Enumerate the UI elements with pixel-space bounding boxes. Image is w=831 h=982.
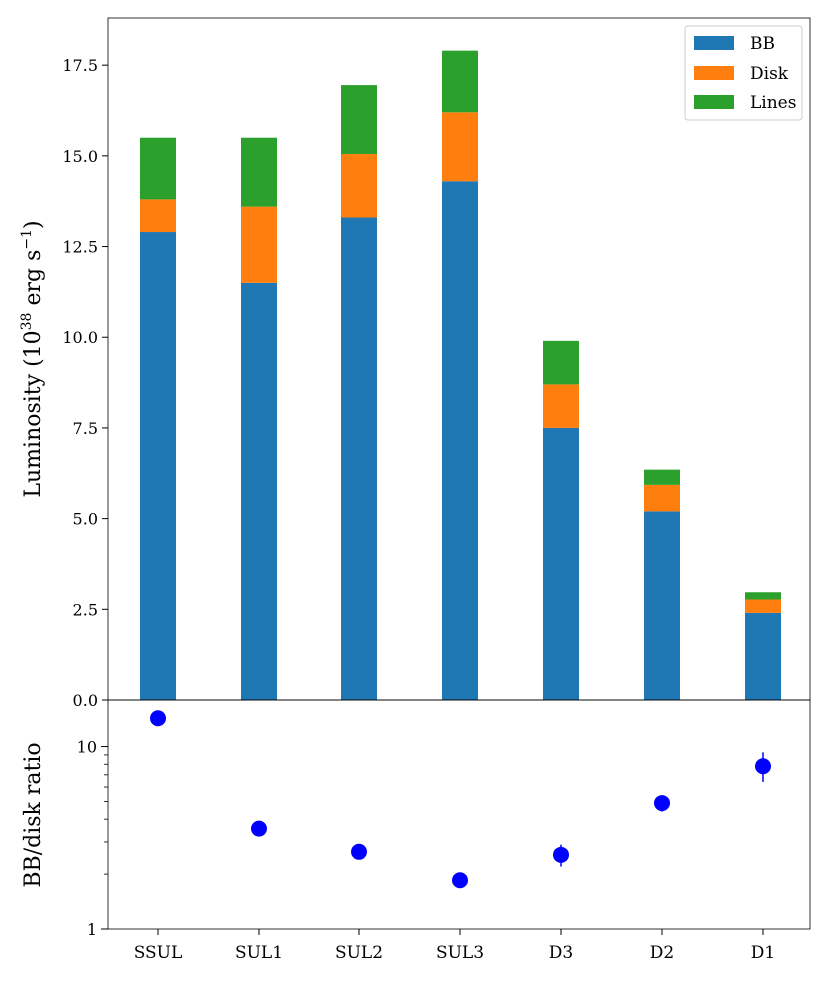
ratio-y-tick-label: 10 [77,738,97,757]
luminosity-y-axis-label: Luminosity (1038 erg s−1) [19,220,46,497]
ylabel-exponent: 38 [19,313,35,331]
bar-lines-sul1 [241,137,277,207]
bar-bb-ssul [140,232,176,700]
bar-bb-sul3 [442,181,478,700]
x-tick-label-d1: D1 [751,943,775,963]
ratio-points [150,710,771,889]
x-tick-label-sul2: SUL2 [335,943,383,963]
luminosity-y-tick-label: 15.0 [62,147,98,166]
ratio-y-ticks: 1 10 [77,738,108,939]
luminosity-y-tick-label: 10.0 [62,328,98,347]
ylabel-exponent-2: −1 [19,229,35,250]
legend-swatch-lines [694,95,734,109]
legend-label-bb: BB [750,34,775,54]
bar-bb-d1 [745,612,781,700]
bar-bb-d2 [644,511,680,700]
ratio-point-d2 [654,795,670,812]
ratio-point-d3 [553,846,569,863]
ylabel-mid: erg s [21,250,46,313]
ylabel-suffix: ) [21,220,46,229]
x-tick-label-d3: D3 [549,943,573,963]
legend-label-lines: Lines [750,93,796,113]
bar-lines-ssul [140,137,176,200]
luminosity-y-tick-label: 17.5 [62,56,98,75]
x-tick-label-d2: D2 [650,943,674,963]
ratio-y-axis-label: BB/disk ratio [21,742,46,887]
stacked-bars [140,50,781,700]
legend-label-disk: Disk [750,64,789,84]
ratio-point-ssul [150,710,166,727]
x-tick-label-ssul: SSUL [134,943,183,963]
ratio-axes-frame [107,699,811,930]
bar-bb-d3 [543,427,579,700]
bar-disk-d1 [745,599,781,613]
ratio-point-sul3 [452,872,468,889]
bar-lines-sul2 [341,85,377,155]
chart-legend: BB Disk Lines [684,25,803,121]
legend-swatch-bb [694,36,734,50]
bar-lines-d1 [745,592,781,600]
bar-lines-d2 [644,469,680,485]
bar-bb-sul1 [241,282,277,700]
ratio-x-ticks: SSUL SUL1 SUL2 SUL3 D3 D2 D1 [134,929,775,963]
luminosity-y-tick-label: 2.5 [73,600,98,619]
ratio-point-sul1 [251,820,267,837]
luminosity-panel: 0.0 2.5 5.0 7.5 10.0 12.5 15.0 17.5 Luminosity … [19,17,811,710]
ratio-point-sul2 [351,843,367,860]
luminosity-y-ticks: 0.0 2.5 5.0 7.5 10.0 12.5 15.0 17.5 [62,56,108,710]
ratio-panel: 1 10 SSUL SUL1 SUL2 SUL3 D3 D2 D1 BB/disk ratio [21,699,811,963]
x-tick-label-sul1: SUL1 [235,943,283,963]
luminosity-y-tick-label: 5.0 [73,510,98,529]
x-tick-label-sul3: SUL3 [436,943,484,963]
ratio-y-tick-label: 1 [87,920,97,939]
luminosity-y-tick-label: 0.0 [73,691,98,710]
bar-disk-sul3 [442,112,478,182]
bar-disk-sul1 [241,206,277,283]
ylabel-prefix: Luminosity (10 [21,330,46,497]
bar-disk-ssul [140,199,176,233]
bar-disk-sul2 [341,154,377,218]
legend-swatch-disk [694,66,734,80]
luminosity-y-tick-label: 12.5 [62,238,98,257]
bar-bb-sul2 [341,217,377,700]
bar-lines-sul3 [442,50,478,113]
bar-disk-d2 [644,484,680,512]
luminosity-y-tick-label: 7.5 [73,419,98,438]
bar-lines-d3 [543,340,579,385]
ratio-point-d1 [755,758,771,775]
bar-disk-d3 [543,384,579,428]
